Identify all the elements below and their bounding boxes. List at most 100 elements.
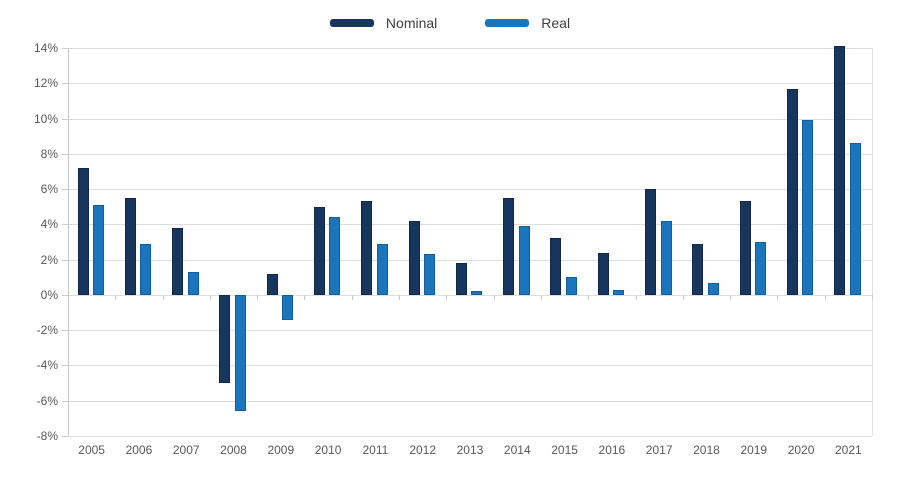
y-axis-tick [62, 189, 68, 191]
x-axis-label: 2009 [267, 443, 295, 457]
x-axis-label: 2013 [456, 443, 484, 457]
x-axis-tick [115, 294, 117, 300]
bar-nominal-2007 [172, 227, 184, 295]
bar-real-2014 [518, 226, 530, 295]
bar-nominal-2012 [408, 220, 420, 295]
y-axis-label: 14% [33, 41, 58, 55]
bar-real-2020 [802, 120, 814, 295]
bar-nominal-2018 [692, 243, 704, 295]
x-axis-tick [540, 294, 542, 300]
bar-real-2015 [565, 277, 577, 295]
legend-item-nominal: Nominal [329, 16, 437, 30]
bar-real-2021 [849, 143, 861, 295]
gridline--6% [68, 400, 872, 402]
x-axis-tick [872, 294, 873, 300]
gridline--8% [68, 436, 872, 437]
x-axis-tick [493, 294, 495, 300]
bar-nominal-2013 [455, 263, 467, 295]
x-axis-tick [446, 294, 448, 300]
x-axis-label: 2018 [693, 443, 720, 457]
y-axis-tick [62, 118, 68, 120]
x-axis-tick [304, 294, 306, 300]
y-axis-label: 6% [40, 182, 58, 197]
bar-nominal-2021 [834, 46, 846, 295]
bar-nominal-2006 [124, 197, 136, 295]
x-axis-label: 2021 [834, 443, 862, 457]
gridline--2% [68, 330, 872, 332]
y-axis-tick [62, 83, 68, 85]
y-axis-label: 10% [33, 111, 58, 126]
bar-nominal-2019 [739, 201, 751, 295]
legend-swatch-nominal-icon [329, 19, 374, 27]
bar-real-2006 [140, 243, 152, 295]
gridline-10% [68, 118, 872, 120]
y-axis-label: 0% [40, 287, 58, 302]
gridline-12% [68, 83, 872, 85]
y-axis-tick [62, 224, 68, 226]
legend-item-real: Real [485, 16, 570, 30]
bar-real-2019 [755, 242, 767, 295]
x-axis-tick [162, 294, 164, 300]
y-axis-label: -6% [36, 393, 58, 408]
y-axis-tick [62, 259, 68, 261]
y-axis-tick [62, 365, 68, 367]
x-axis-tick [209, 294, 211, 300]
bar-real-2011 [376, 243, 388, 295]
y-axis-label: 2% [40, 252, 58, 267]
bar-nominal-2010 [313, 206, 325, 295]
y-axis-tick [62, 48, 68, 49]
bar-real-2009 [282, 294, 294, 320]
x-axis-label: 2011 [362, 443, 389, 457]
x-axis-tick [588, 294, 590, 300]
y-axis-tick [62, 294, 68, 296]
y-axis-label: -2% [36, 323, 58, 338]
bar-nominal-2015 [550, 238, 562, 295]
x-axis-tick [635, 294, 637, 300]
chart-legend: Nominal Real [0, 13, 900, 33]
bar-nominal-2014 [503, 197, 515, 295]
bar-real-2008 [234, 294, 246, 412]
x-axis-label: 2017 [645, 443, 673, 457]
y-axis-tick [62, 330, 68, 332]
bar-real-2013 [471, 291, 483, 295]
gridline-14% [68, 48, 872, 49]
gridline-2% [68, 259, 872, 261]
y-axis-line [68, 48, 69, 436]
y-axis-tick [62, 400, 68, 402]
gridline-6% [68, 189, 872, 191]
y-axis-label: 4% [40, 217, 58, 232]
bar-real-2010 [329, 217, 341, 295]
x-axis-label: 2015 [551, 443, 578, 457]
bar-real-2016 [613, 289, 625, 295]
bar-real-2005 [93, 204, 104, 295]
bar-nominal-2011 [361, 201, 373, 295]
x-axis-label: 2020 [787, 443, 815, 457]
x-axis-label: 2007 [172, 443, 200, 457]
bar-nominal-2008 [219, 294, 231, 384]
bar-real-2007 [187, 271, 199, 295]
bar-real-2012 [424, 254, 436, 295]
y-axis-label: -8% [36, 429, 58, 443]
x-axis-tick [682, 294, 684, 300]
bar-real-2018 [707, 282, 719, 295]
bar-nominal-2020 [786, 88, 798, 295]
x-axis-tick [351, 294, 353, 300]
gridline-0% [68, 294, 872, 296]
y-axis-tick [62, 436, 68, 437]
plot-right-border [872, 48, 873, 436]
bar-nominal-2005 [77, 167, 89, 295]
x-axis-label: 2016 [598, 443, 626, 457]
y-axis-tick [62, 153, 68, 155]
bar-nominal-2016 [597, 252, 609, 295]
y-axis-label: 8% [40, 146, 58, 161]
x-axis-label: 2005 [78, 443, 105, 457]
x-axis-label: 2008 [220, 443, 247, 457]
x-axis-tick [777, 294, 779, 300]
x-axis-label: 2019 [740, 443, 768, 457]
x-axis-label: 2006 [125, 443, 153, 457]
gridline-8% [68, 153, 872, 155]
x-axis-label: 2012 [409, 443, 437, 457]
bar-real-2017 [660, 220, 672, 295]
bar-nominal-2017 [645, 189, 657, 295]
